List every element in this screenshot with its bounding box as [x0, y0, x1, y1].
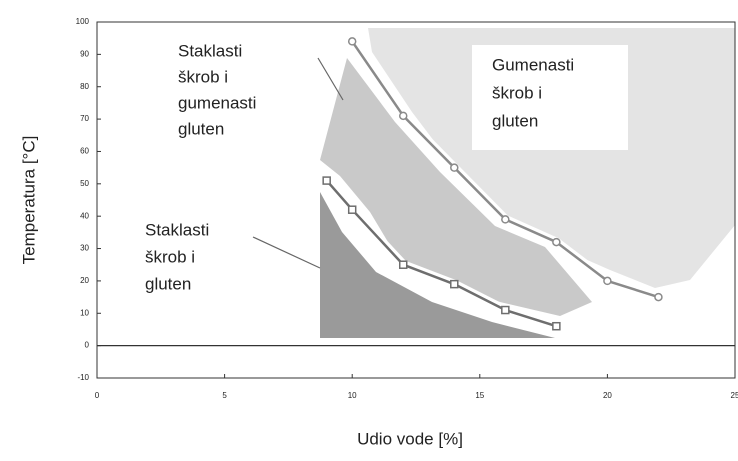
y-axis-label: Temperatura [°C]	[19, 136, 38, 265]
x-tick-label: 25	[731, 391, 738, 400]
rubbery-region	[368, 28, 735, 288]
point	[552, 321, 561, 331]
point	[603, 276, 612, 286]
annotation: gumenasti	[178, 93, 256, 112]
annotation: škrob i	[145, 247, 195, 266]
annotation: Staklasti	[178, 41, 242, 60]
y-tick-label: 20	[80, 276, 89, 285]
point	[450, 163, 459, 172]
point	[501, 305, 510, 315]
x-tick-label: 5	[222, 391, 227, 400]
glassy-region	[320, 192, 555, 338]
point	[322, 176, 331, 185]
y-tick-label: 60	[80, 147, 89, 156]
annotation: škrob i	[492, 83, 542, 102]
y-tick-label: 90	[80, 49, 89, 58]
y-tick-label: 80	[80, 82, 89, 91]
x-tick-label: 10	[348, 391, 357, 400]
annotation: gluten	[178, 119, 224, 138]
mixed-region	[320, 58, 592, 316]
point	[398, 111, 408, 121]
x-tick-label: 0	[95, 391, 100, 400]
annotation: škrob i	[178, 67, 228, 86]
point	[654, 292, 663, 302]
leader-line	[252, 236, 321, 269]
y-tick-label: 50	[80, 179, 89, 188]
x-tick-label: 20	[603, 391, 612, 400]
x-axis-label: Udio vode [%]	[357, 429, 463, 448]
plot-frame	[96, 21, 736, 379]
label-box	[472, 45, 628, 150]
series-line	[325, 179, 557, 328]
point	[501, 215, 510, 224]
y-tick-label: 100	[76, 17, 90, 26]
point	[552, 237, 561, 247]
x-tick-label: 15	[475, 391, 484, 400]
point	[347, 37, 357, 46]
annotation: Staklasti	[145, 220, 209, 239]
y-tick-label: -10	[77, 373, 89, 382]
point	[450, 279, 459, 289]
annotation: Gumenasti	[492, 55, 574, 74]
annotation: gluten	[492, 111, 538, 130]
point	[347, 205, 357, 214]
y-tick-label: 70	[80, 114, 89, 123]
point	[398, 260, 408, 269]
y-tick-label: 0	[85, 341, 90, 350]
y-tick-label: 30	[80, 244, 89, 253]
leader-line	[317, 57, 344, 101]
y-tick-label: 10	[80, 308, 89, 317]
annotation: gluten	[145, 274, 191, 293]
y-tick-label: 40	[80, 211, 89, 220]
